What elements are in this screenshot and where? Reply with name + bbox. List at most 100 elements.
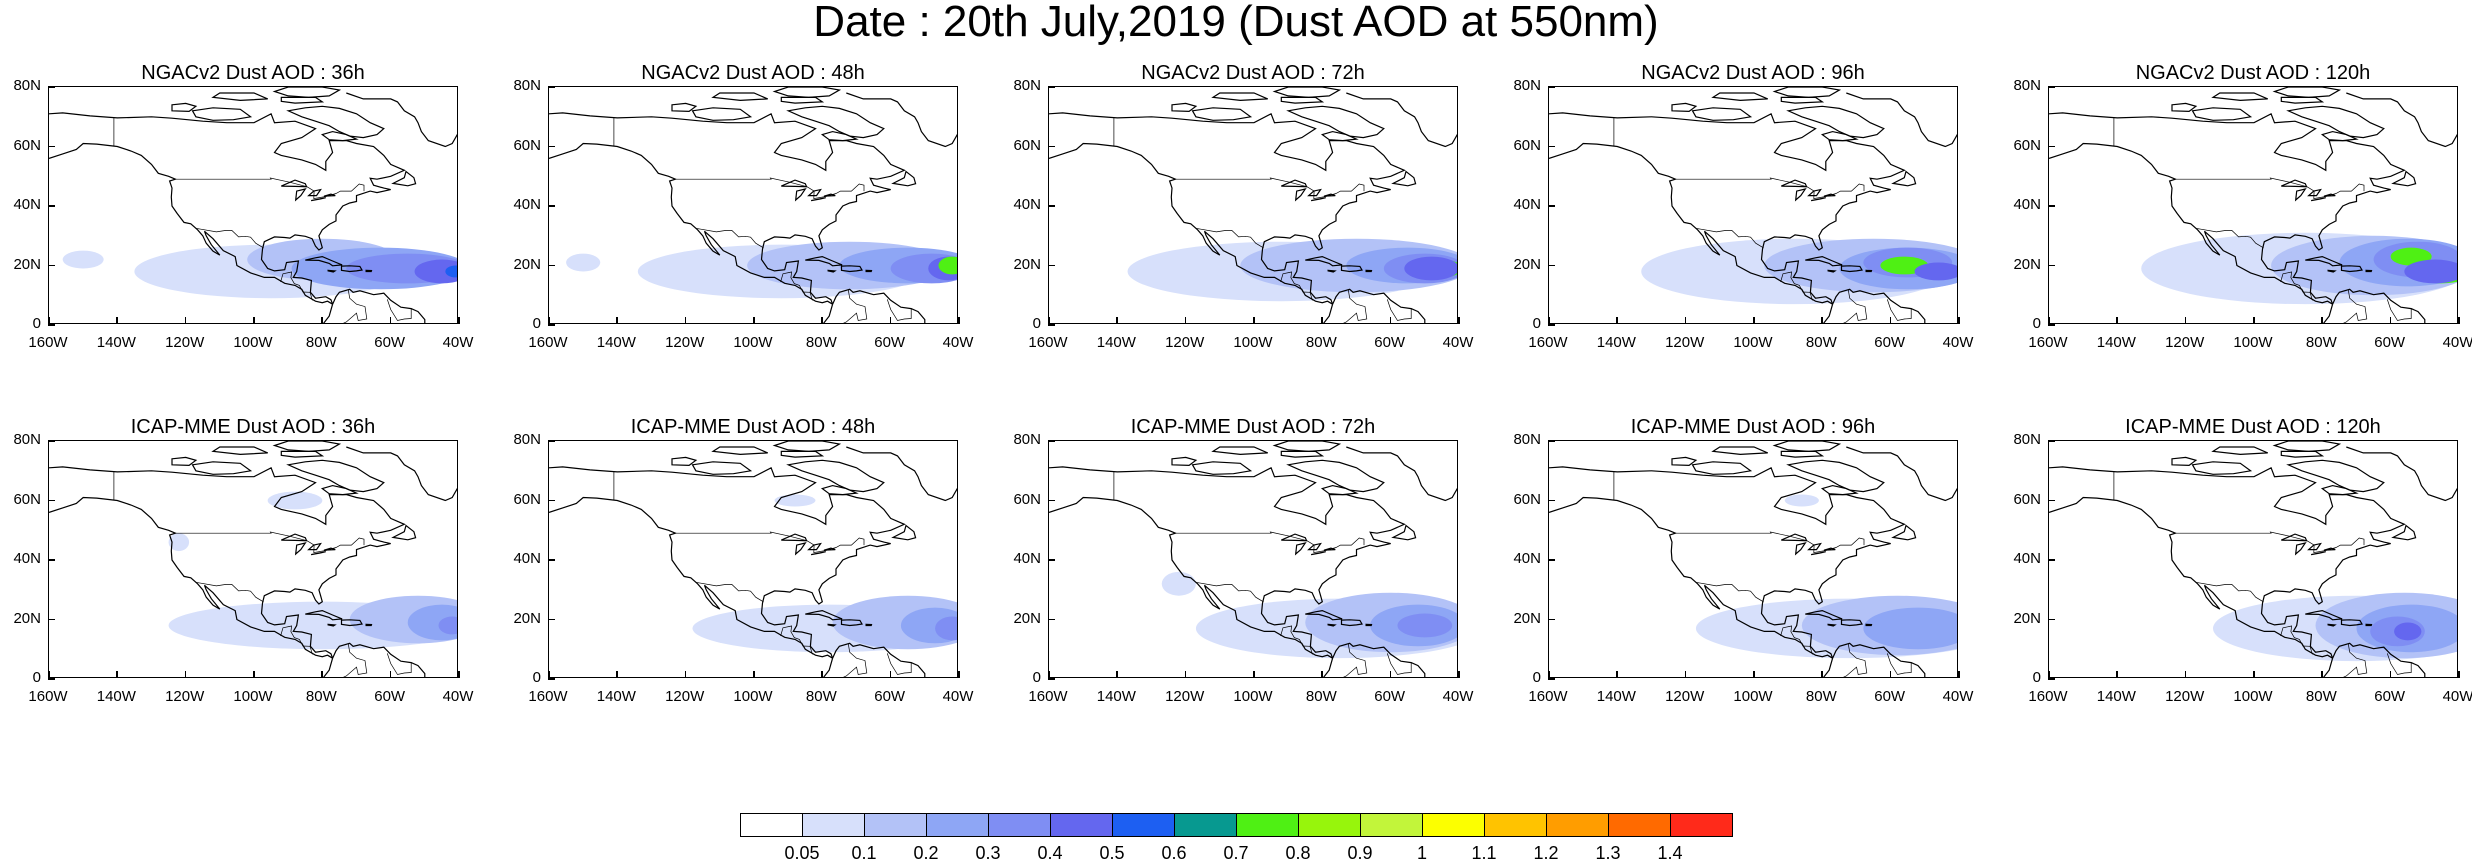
lon-tick-label: 40W [442, 688, 474, 705]
lon-tick-label: 160W [1028, 334, 1068, 351]
lon-tick [821, 317, 823, 324]
lat-tick [548, 499, 555, 501]
coastline-island [1305, 609, 1343, 621]
lat-tick [548, 264, 555, 266]
dust-plume [168, 491, 457, 650]
lon-tick-label: 120W [1165, 334, 1205, 351]
lon-tick [548, 671, 550, 678]
coastline-island [320, 130, 359, 142]
dust-aod-map [1549, 441, 1957, 677]
coastline [1332, 288, 1426, 323]
coastline [832, 288, 926, 323]
lat-tick-label: 20N [13, 609, 41, 627]
coastline-island [305, 609, 343, 621]
lon-tick [184, 671, 187, 678]
coastline [549, 496, 833, 659]
border-line [1886, 653, 1912, 675]
coastline-island [1280, 96, 1325, 104]
border-line [1386, 299, 1412, 321]
coastline-island [307, 542, 322, 551]
colorbar-swatch [1608, 813, 1671, 837]
dust-plume [1695, 494, 1957, 659]
coastline-island [1891, 170, 1917, 187]
coastline-island [810, 197, 826, 202]
lat-tick-label: 20N [1013, 255, 1041, 273]
lon-tick [753, 671, 755, 678]
colorbar-swatch [1050, 813, 1113, 837]
colorbar-label: 1 [1416, 843, 1427, 863]
lon-tick-label: 160W [28, 688, 68, 705]
colorbar-label: 1.1 [1471, 843, 1497, 863]
lon-tick [2116, 671, 2118, 678]
border-line [195, 227, 264, 249]
colorbar-label: 1.3 [1595, 843, 1621, 863]
map-panel: ICAP-MME Dust AOD : 36h 80N 60N 40N 20N 0 160W… [13, 408, 473, 705]
lat-tick-label: 80N [1013, 77, 1041, 94]
lon-tick [1253, 317, 1255, 324]
coastline-island [1827, 623, 1837, 627]
coastline-island [1781, 179, 1808, 188]
aod-contour [267, 491, 323, 510]
coastline-island [1865, 269, 1873, 273]
lon-tick-label: 40W [1442, 688, 1474, 705]
aod-contour [1863, 607, 1957, 650]
lat-tick-label: 80N [1013, 431, 1041, 448]
coastline-island [1320, 484, 1359, 496]
lon-tick-label: 120W [1665, 688, 1705, 705]
country-borders [1613, 471, 1912, 677]
coastline-island [2171, 102, 2198, 113]
lon-tick-label: 120W [1165, 688, 1205, 705]
lon-tick [1821, 317, 1823, 324]
coastline-island [1671, 456, 1698, 467]
lat-tick-label: 20N [1513, 609, 1541, 627]
dust-plume [1641, 238, 1957, 305]
border-line [280, 271, 313, 301]
panel-title: NGACv2 Dust AOD : 120h [2135, 62, 2371, 84]
border-line [2175, 177, 2365, 200]
lat-tick [1048, 499, 1055, 501]
coastline-island [2320, 130, 2359, 142]
coastline-island [1891, 524, 1917, 541]
lat-tick [548, 440, 555, 442]
coastline [1049, 466, 1406, 659]
border-line [195, 581, 264, 603]
lon-tick-label: 40W [1942, 334, 1974, 351]
coastline-island [780, 96, 825, 104]
coastline-island [1281, 533, 1308, 542]
lon-tick-label: 120W [665, 334, 705, 351]
coastline-island [2340, 619, 2363, 627]
map-frame [48, 440, 458, 678]
border-line [1695, 581, 1764, 603]
country-borders [113, 471, 412, 677]
lon-tick-label: 60W [874, 334, 906, 351]
coastline-island [2294, 188, 2307, 202]
lon-tick [1389, 671, 1392, 678]
lat-tick [1548, 559, 1555, 561]
coastline-island [1323, 193, 1336, 197]
coastline-island [305, 255, 343, 267]
lon-tick [2389, 671, 2392, 678]
lon-tick [184, 317, 187, 324]
map-frame [1048, 440, 1458, 678]
lat-tick [48, 618, 55, 620]
lon-tick [1753, 317, 1755, 324]
lon-tick [1253, 671, 1255, 678]
lon-tick [1048, 671, 1050, 678]
lat-tick [48, 264, 55, 266]
map-frame [1548, 86, 1958, 324]
coastline [1823, 658, 1834, 677]
lon-tick [616, 671, 618, 678]
lat-tick-label: 80N [1513, 431, 1541, 448]
lat-tick-label: 80N [513, 431, 541, 448]
coastline-island [1823, 547, 1836, 551]
coastline-island [691, 461, 753, 475]
lon-tick-label: 80W [1305, 334, 1337, 351]
lon-tick-label: 120W [665, 688, 705, 705]
coastline-island [2305, 255, 2343, 267]
dust-plume [2213, 592, 2457, 662]
aod-contour [938, 256, 957, 275]
coastline-island [1327, 623, 1337, 627]
lat-tick [548, 86, 555, 88]
lat-tick [548, 205, 555, 207]
coastline-island [2327, 623, 2337, 627]
